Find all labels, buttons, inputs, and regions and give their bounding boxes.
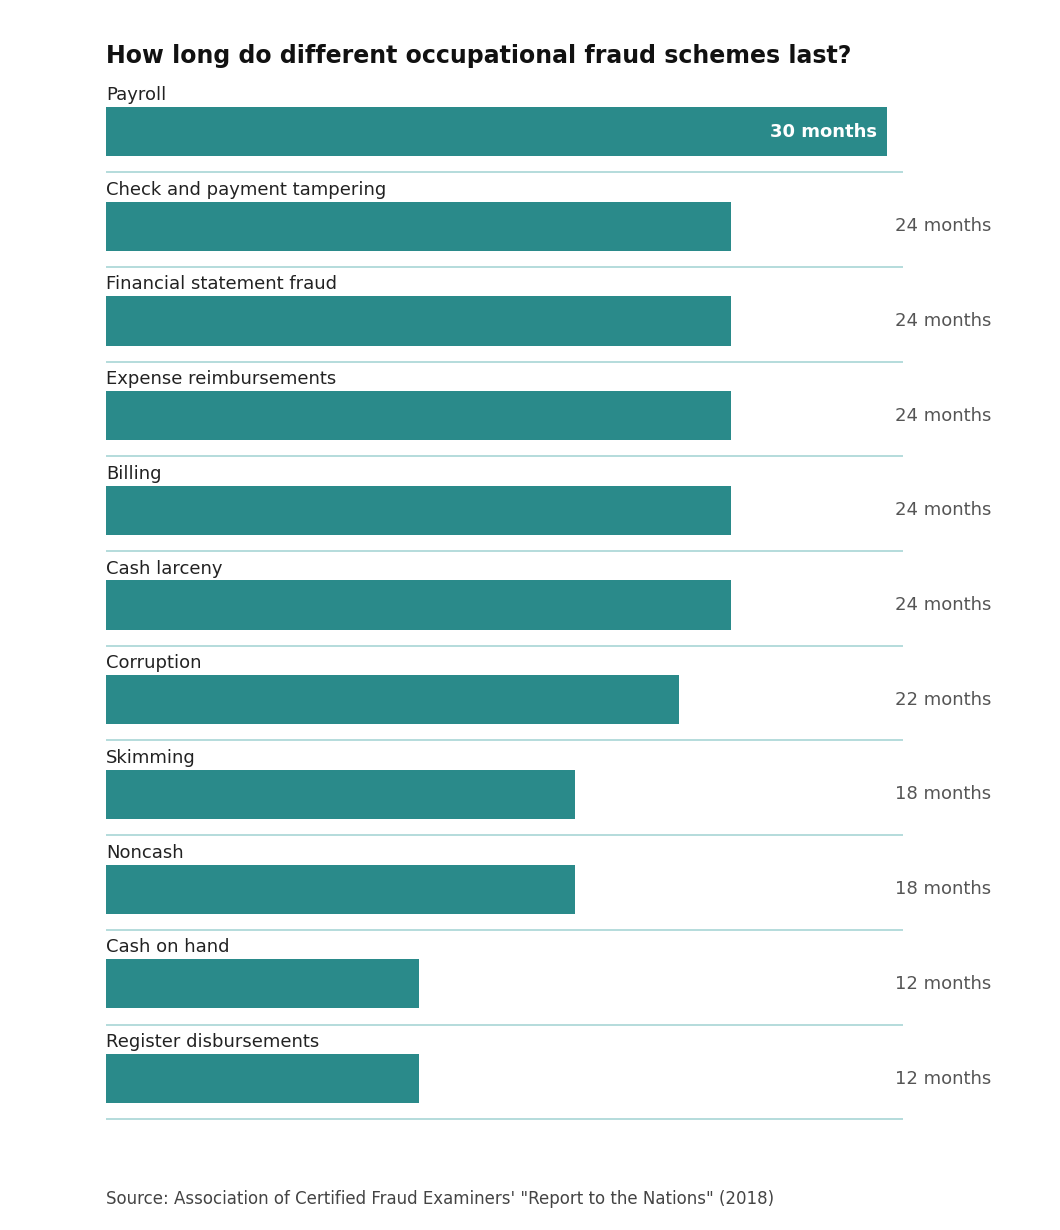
Text: 24 months: 24 months bbox=[896, 218, 991, 235]
Text: 24 months: 24 months bbox=[896, 502, 991, 519]
Bar bbox=[106, 581, 731, 630]
Text: Payroll: Payroll bbox=[106, 86, 166, 105]
Text: 24 months: 24 months bbox=[896, 407, 991, 424]
Text: Expense reimbursements: Expense reimbursements bbox=[106, 370, 336, 389]
Text: How long do different occupational fraud schemes last?: How long do different occupational fraud… bbox=[106, 43, 851, 68]
Bar bbox=[106, 675, 679, 724]
Text: Corruption: Corruption bbox=[106, 654, 201, 673]
Text: Register disbursements: Register disbursements bbox=[106, 1033, 319, 1052]
Text: 12 months: 12 months bbox=[896, 1070, 991, 1087]
Text: 18 months: 18 months bbox=[896, 786, 991, 803]
Text: 24 months: 24 months bbox=[896, 597, 991, 614]
Bar bbox=[106, 959, 419, 1009]
Text: Noncash: Noncash bbox=[106, 844, 183, 862]
Text: Billing: Billing bbox=[106, 465, 161, 483]
Bar bbox=[106, 486, 731, 535]
Text: 12 months: 12 months bbox=[896, 975, 991, 993]
Bar bbox=[106, 770, 575, 819]
Text: Cash larceny: Cash larceny bbox=[106, 560, 223, 578]
Bar bbox=[106, 1054, 419, 1103]
Bar bbox=[106, 296, 731, 346]
Bar bbox=[106, 865, 575, 914]
Text: 24 months: 24 months bbox=[896, 312, 991, 330]
Text: 18 months: 18 months bbox=[896, 881, 991, 898]
Bar bbox=[106, 391, 731, 440]
Text: 22 months: 22 months bbox=[896, 691, 991, 708]
Bar bbox=[106, 202, 731, 251]
Text: Check and payment tampering: Check and payment tampering bbox=[106, 181, 386, 199]
Text: Skimming: Skimming bbox=[106, 749, 196, 768]
Text: Cash on hand: Cash on hand bbox=[106, 938, 230, 957]
Text: Source: Association of Certified Fraud Examiners' "Report to the Nations" (2018): Source: Association of Certified Fraud E… bbox=[106, 1189, 774, 1208]
Text: 30 months: 30 months bbox=[770, 123, 877, 140]
Text: Financial statement fraud: Financial statement fraud bbox=[106, 276, 337, 294]
Bar bbox=[106, 107, 887, 156]
